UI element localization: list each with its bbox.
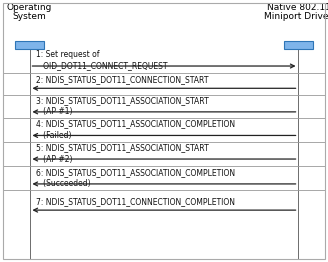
- Text: (Failed): (Failed): [36, 131, 72, 140]
- Text: Operating: Operating: [7, 3, 52, 12]
- Text: 3: NDIS_STATUS_DOT11_ASSOCIATION_START: 3: NDIS_STATUS_DOT11_ASSOCIATION_START: [36, 96, 209, 105]
- FancyBboxPatch shape: [284, 41, 313, 49]
- Text: 2: NDIS_STATUS_DOT11_CONNECTION_START: 2: NDIS_STATUS_DOT11_CONNECTION_START: [36, 75, 209, 84]
- Text: OID_DOT11_CONNECT_REQUEST: OID_DOT11_CONNECT_REQUEST: [36, 62, 168, 70]
- Text: System: System: [13, 12, 46, 21]
- Text: (Succeeded): (Succeeded): [36, 179, 91, 188]
- Text: Native 802.11: Native 802.11: [267, 3, 328, 12]
- Text: 5: NDIS_STATUS_DOT11_ASSOCIATION_START: 5: NDIS_STATUS_DOT11_ASSOCIATION_START: [36, 143, 209, 152]
- Text: 7: NDIS_STATUS_DOT11_CONNECTION_COMPLETION: 7: NDIS_STATUS_DOT11_CONNECTION_COMPLETI…: [36, 197, 235, 206]
- Text: Miniport Driver: Miniport Driver: [264, 12, 328, 21]
- Text: 4: NDIS_STATUS_DOT11_ASSOCIATION_COMPLETION: 4: NDIS_STATUS_DOT11_ASSOCIATION_COMPLET…: [36, 119, 235, 128]
- Text: (AP #1): (AP #1): [36, 107, 72, 116]
- Text: 6: NDIS_STATUS_DOT11_ASSOCIATION_COMPLETION: 6: NDIS_STATUS_DOT11_ASSOCIATION_COMPLET…: [36, 168, 235, 177]
- Text: 1: Set request of: 1: Set request of: [36, 50, 100, 59]
- FancyBboxPatch shape: [15, 41, 44, 49]
- Text: (AP #2): (AP #2): [36, 155, 72, 163]
